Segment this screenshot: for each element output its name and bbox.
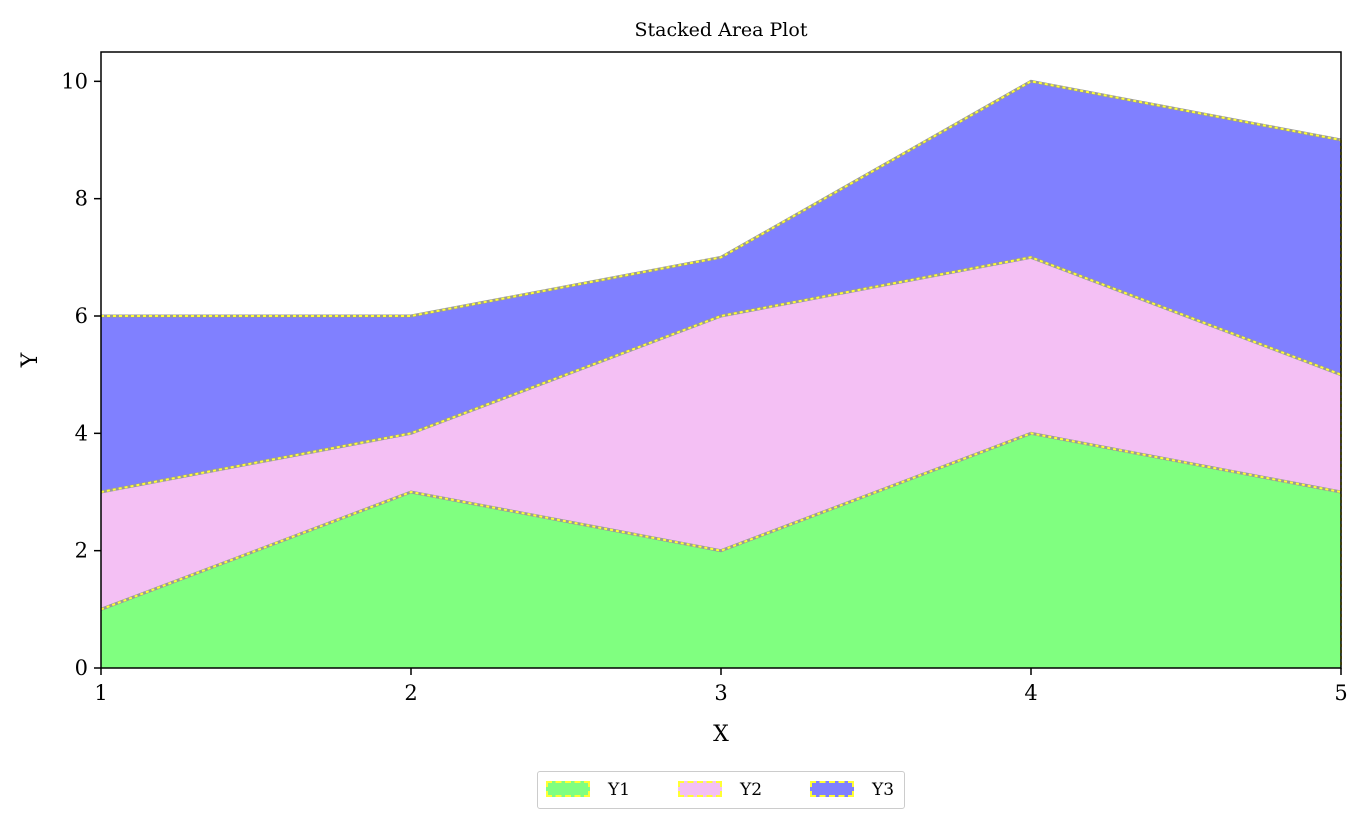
area-edge-y3 bbox=[101, 80, 1342, 317]
y-tick-label: 4 bbox=[75, 421, 88, 445]
area-y2 bbox=[101, 257, 1341, 610]
legend-label-y3: Y3 bbox=[872, 780, 895, 800]
y-tick-label: 10 bbox=[61, 69, 88, 93]
x-tick-label: 5 bbox=[1334, 681, 1347, 705]
x-axis-ticks: 1 2 3 4 5 bbox=[94, 668, 1348, 705]
x-axis-label: X bbox=[713, 722, 729, 747]
legend: Y1 Y2 Y3 bbox=[537, 771, 905, 809]
y-tick-label: 2 bbox=[75, 539, 88, 563]
y-tick-label: 0 bbox=[75, 656, 88, 680]
x-tick-label: 1 bbox=[94, 681, 107, 705]
area-edge-y2 bbox=[100, 256, 1342, 493]
area-y3 bbox=[101, 81, 1341, 492]
legend-label-y1: Y1 bbox=[608, 780, 631, 800]
legend-swatch-y1 bbox=[546, 781, 590, 797]
y-axis-label: Y bbox=[18, 352, 43, 368]
y-tick-label: 8 bbox=[75, 187, 88, 211]
legend-swatch-y3 bbox=[810, 781, 854, 797]
legend-label-y2: Y2 bbox=[740, 780, 763, 800]
x-tick-label: 2 bbox=[404, 681, 417, 705]
x-tick-label: 3 bbox=[714, 681, 727, 705]
legend-swatch-y2 bbox=[678, 781, 722, 797]
chart-title: Stacked Area Plot bbox=[635, 19, 808, 41]
x-tick-label: 4 bbox=[1024, 681, 1037, 705]
area-edges bbox=[100, 79, 1342, 668]
area-edge-shadow-y1 bbox=[100, 431, 1342, 611]
y-axis-ticks: 0 2 4 6 8 10 bbox=[61, 69, 101, 680]
y-tick-label: 6 bbox=[75, 304, 88, 328]
area-layers bbox=[101, 81, 1341, 668]
